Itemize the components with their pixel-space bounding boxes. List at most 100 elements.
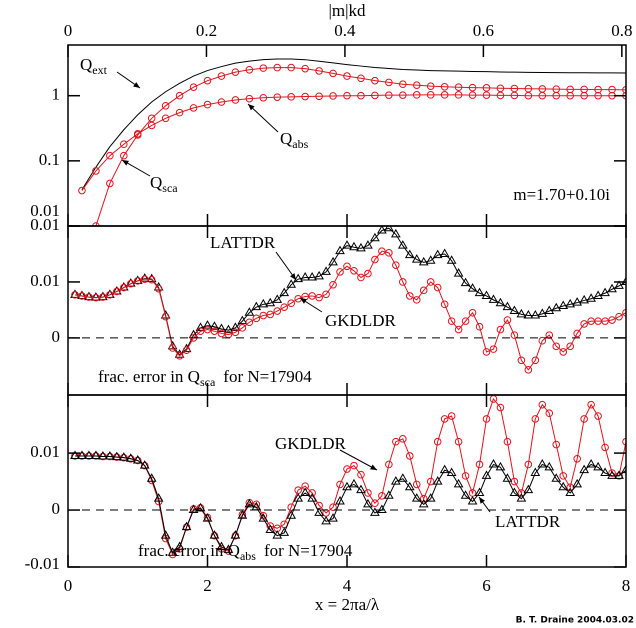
y-tick-label: 0.1 [39,150,60,169]
marker [383,226,394,232]
marker [356,242,366,252]
marker [615,312,623,321]
marker [412,91,421,99]
y-tick-label: 0 [52,499,61,518]
marker [120,151,128,160]
marker [383,490,394,499]
marker [580,85,588,94]
marker [106,151,114,160]
marker [133,131,142,139]
marker [399,91,407,99]
marker [496,84,505,93]
marker [273,307,282,315]
marker [614,470,624,479]
marker [565,298,576,308]
marker [593,290,603,299]
marker [600,467,610,477]
marker [371,255,379,264]
marker [446,467,457,477]
label-sub: sca [200,375,216,389]
marker [432,249,443,259]
marker [418,256,429,266]
marker [78,292,86,300]
marker [594,412,602,420]
marker [608,85,616,94]
marker [392,437,400,446]
marker [315,293,323,302]
label-main: Q [150,173,162,192]
marker [161,114,170,123]
marker [167,547,178,556]
marker [537,308,548,317]
marker [350,461,358,470]
marker [223,324,234,334]
marker [189,83,198,92]
marker [397,473,408,482]
label-sub: abs [292,137,308,151]
marker [622,308,626,317]
marker [523,484,534,494]
marker [405,292,414,300]
marker [538,85,547,93]
marker [538,336,547,345]
marker [300,487,311,496]
marker [432,476,443,485]
marker [336,268,344,276]
label-main: frac. error in Q [98,367,200,386]
marker [77,290,87,299]
marker [460,490,471,499]
marker [147,275,156,284]
marker [405,452,414,460]
marker [412,296,421,304]
marker [329,503,337,511]
marker [531,415,540,423]
marker [279,527,290,536]
marker [245,318,254,327]
marker [516,493,527,502]
marker [475,460,484,469]
arrow-head [248,104,255,111]
marker [488,458,499,468]
label: GKDLDR [325,311,396,330]
marker [182,346,191,355]
marker [593,461,603,471]
marker [510,84,519,93]
marker [489,345,498,353]
marker [370,232,380,242]
marker [266,310,275,319]
marker [118,452,129,461]
marker [621,276,626,285]
y-tick-label: -0.01 [25,554,60,573]
marker [70,450,80,459]
marker [468,91,477,99]
marker [70,289,80,298]
marker [544,461,555,471]
marker [286,279,297,288]
marker [433,283,442,292]
marker [412,81,421,89]
marker [440,415,449,423]
marker [273,93,282,101]
marker [496,91,505,100]
marker [397,240,408,249]
marker [566,85,575,94]
marker [447,317,456,325]
marker [419,286,428,295]
marker [573,329,581,338]
marker [433,437,442,446]
marker [209,321,220,330]
marker [216,323,227,332]
x2-tick-label: 0.4 [334,21,356,40]
marker [175,352,184,360]
marker [580,320,588,328]
marker [447,412,456,420]
marker [195,502,206,512]
label-main: frac. error in Q [138,541,240,560]
marker [132,275,143,284]
marker [287,63,296,72]
label: frac. error in Qsca for N=17904 [98,367,312,389]
marker [385,249,393,257]
label-sub: ext [92,63,107,77]
marker [343,262,351,271]
marker [272,294,283,303]
